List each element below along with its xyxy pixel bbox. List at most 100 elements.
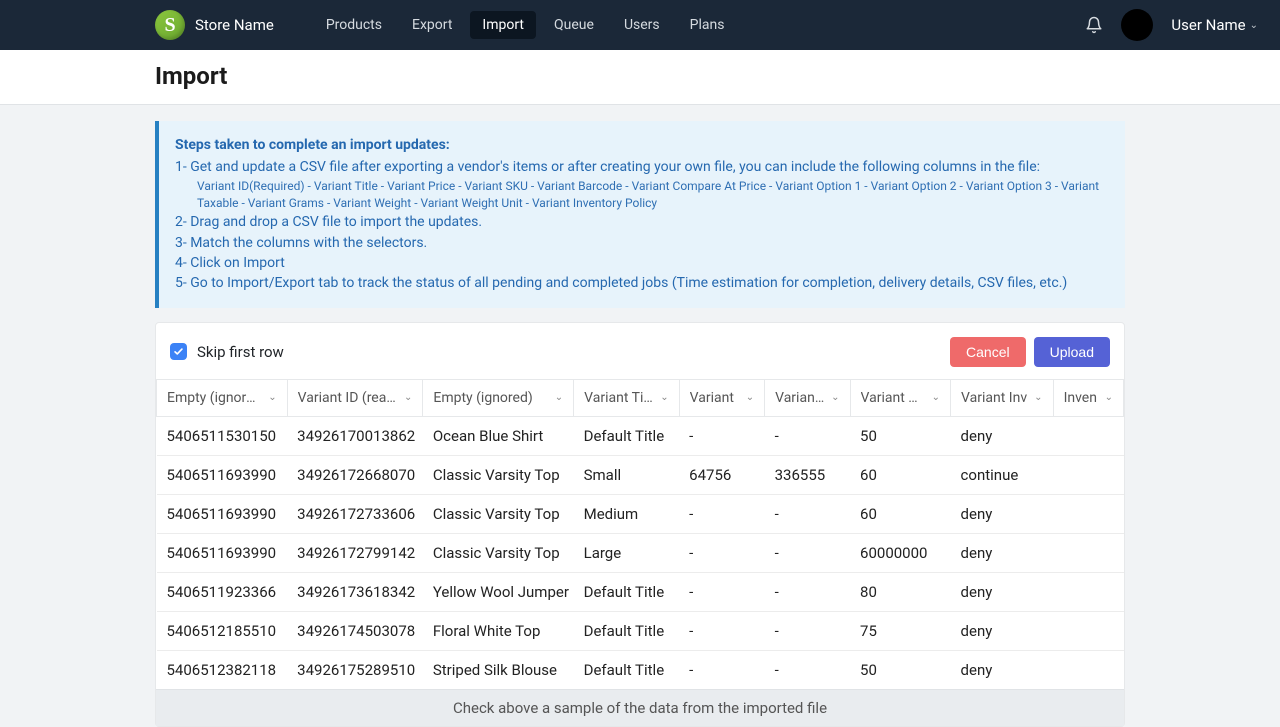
column-header[interactable]: Variant⌄ [679,379,764,416]
column-header[interactable]: Variant B⌄ [765,379,850,416]
chevron-down-icon: ⌄ [746,392,754,403]
column-header[interactable]: Variant Pric⌄ [850,379,951,416]
chevron-down-icon: ⌄ [932,392,940,403]
table-cell: 64756 [679,455,764,494]
table-cell: Medium [574,494,680,533]
table-cell [1053,416,1123,455]
table-cell: 34926174503078 [287,611,423,650]
title-strip: Import [0,50,1280,105]
table-cell [1053,650,1123,689]
nav-link-users[interactable]: Users [612,11,672,39]
table-cell: deny [951,494,1054,533]
preview-table: Empty (ignored)⌄Variant ID (read)⌄Empty … [156,379,1124,726]
table-row: 540651192336634926173618342Yellow Wool J… [157,572,1124,611]
alert-step-3: 3- Match the columns with the selectors. [175,233,1107,253]
table-cell: Default Title [574,416,680,455]
chevron-down-icon: ⌄ [1250,20,1258,31]
nav-link-plans[interactable]: Plans [678,11,737,39]
chevron-down-icon: ⌄ [1034,392,1042,403]
table-cell [1053,455,1123,494]
skip-checkbox[interactable] [170,343,187,360]
column-header[interactable]: Variant Inv⌄ [951,379,1054,416]
table-cell: - [765,494,850,533]
table-cell: - [765,650,850,689]
table-cell: 34926172733606 [287,494,423,533]
info-alert: Steps taken to complete an import update… [155,121,1125,308]
column-header[interactable]: Variant Title (⌄ [574,379,680,416]
table-cell: 5406511693990 [157,494,288,533]
table-cell: Classic Varsity Top [423,533,574,572]
user-menu[interactable]: User Name ⌄ [1171,16,1258,34]
table-cell: 50 [850,416,951,455]
table-cell: - [765,533,850,572]
nav-link-export[interactable]: Export [400,11,464,39]
table-cell: - [679,494,764,533]
table-cell: Floral White Top [423,611,574,650]
alert-step-2: 2- Drag and drop a CSV file to import th… [175,212,1107,232]
table-cell: Default Title [574,650,680,689]
content: Steps taken to complete an import update… [0,105,1280,727]
table-cell: 34926175289510 [287,650,423,689]
table-cell: 5406511530150 [157,416,288,455]
check-icon [173,346,184,357]
chevron-down-icon: ⌄ [404,392,412,403]
table-cell: Classic Varsity Top [423,494,574,533]
table-cell: 80 [850,572,951,611]
table-cell [1053,494,1123,533]
nav-links: ProductsExportImportQueueUsersPlans [314,11,737,39]
table-cell [1053,572,1123,611]
table-cell: - [765,611,850,650]
table-cell: deny [951,533,1054,572]
brand-name: Store Name [195,16,274,34]
upload-button[interactable]: Upload [1034,337,1110,367]
table-cell: Ocean Blue Shirt [423,416,574,455]
alert-title: Steps taken to complete an import update… [175,135,1107,155]
table-cell: 5406512185510 [157,611,288,650]
brand[interactable]: S Store Name [155,10,274,40]
table-cell: deny [951,611,1054,650]
table-cell: 34926173618342 [287,572,423,611]
table-cell: - [679,572,764,611]
table-cell: 34926170013862 [287,416,423,455]
table-cell: 60000000 [850,533,951,572]
nav-link-queue[interactable]: Queue [542,11,606,39]
column-header[interactable]: Empty (ignored)⌄ [423,379,574,416]
table-cell: deny [951,416,1054,455]
table-row: 540651169399034926172733606Classic Varsi… [157,494,1124,533]
table-cell: Large [574,533,680,572]
table-cell: 34926172799142 [287,533,423,572]
chevron-down-icon: ⌄ [555,392,563,403]
chevron-down-icon: ⌄ [660,392,668,403]
user-name-label: User Name [1171,16,1245,34]
table-cell: 336555 [765,455,850,494]
nav-link-products[interactable]: Products [314,11,394,39]
card-header: Skip first row Cancel Upload [156,323,1124,379]
alert-step-1-sub: Variant ID(Required) - Variant Title - V… [175,178,1107,213]
table-cell [1053,611,1123,650]
chevron-down-icon: ⌄ [1105,392,1113,403]
table-cell: 5406512382118 [157,650,288,689]
chevron-down-icon: ⌄ [831,392,839,403]
table-row: 540651238211834926175289510Striped Silk … [157,650,1124,689]
avatar[interactable] [1121,9,1153,41]
table-cell: Default Title [574,611,680,650]
nav-right: User Name ⌄ [1085,9,1258,41]
column-header[interactable]: Variant ID (read)⌄ [287,379,423,416]
bell-icon[interactable] [1085,16,1103,34]
nav-link-import[interactable]: Import [470,11,536,39]
table-cell: 34926172668070 [287,455,423,494]
table-row: 540651153015034926170013862Ocean Blue Sh… [157,416,1124,455]
skip-label: Skip first row [197,343,284,361]
table-cell: 50 [850,650,951,689]
table-cell [1053,533,1123,572]
table-cell: - [679,533,764,572]
table-cell: 60 [850,455,951,494]
table-cell: Default Title [574,572,680,611]
table-cell: 5406511693990 [157,455,288,494]
cancel-button[interactable]: Cancel [950,337,1026,367]
column-header[interactable]: Empty (ignored)⌄ [157,379,288,416]
skip-first-row[interactable]: Skip first row [170,343,284,361]
table-cell: deny [951,650,1054,689]
alert-step-4: 4- Click on Import [175,253,1107,273]
column-header[interactable]: Inven⌄ [1053,379,1123,416]
